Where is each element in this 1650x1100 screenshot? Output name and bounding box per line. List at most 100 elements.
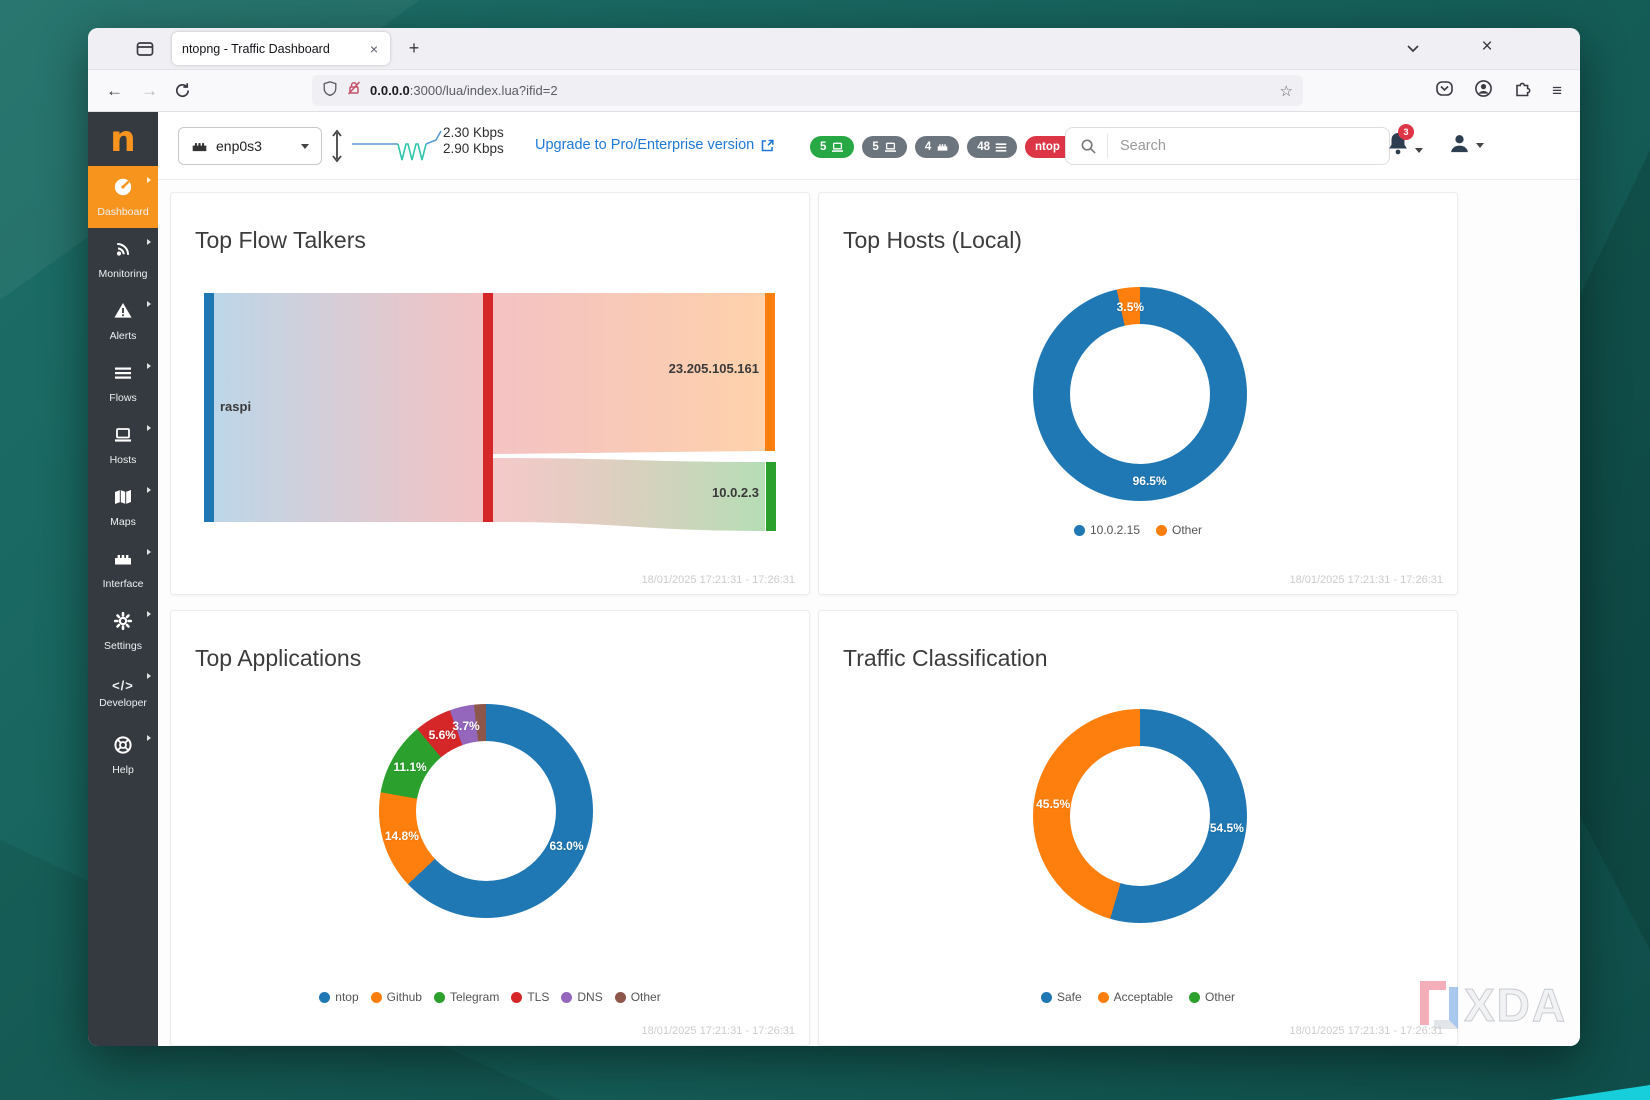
legend-item[interactable]: 10.0.2.15: [1073, 523, 1140, 537]
desktop-accent: [1550, 1085, 1650, 1100]
chevron-right-icon: [147, 239, 151, 245]
browser-window: ntopng - Traffic Dashboard × + × ← → 0.0…: [88, 28, 1580, 1046]
sidebar-item-settings[interactable]: Settings: [88, 600, 158, 662]
ntop-logo[interactable]: n: [110, 118, 136, 160]
search-box[interactable]: [1065, 127, 1390, 165]
card-title: Top Flow Talkers: [195, 227, 366, 253]
interface-ethernet-icon: [113, 549, 133, 574]
sankey-node-target1[interactable]: [765, 293, 775, 451]
sidebar-item-label: Hosts: [109, 453, 137, 466]
bell-icon: 3: [1386, 124, 1414, 161]
flows-count-badge[interactable]: 48: [967, 136, 1018, 158]
legend-item[interactable]: Telegram: [433, 990, 500, 1004]
extensions-icon[interactable]: [1513, 79, 1532, 103]
insecure-lock-icon[interactable]: [346, 80, 362, 101]
sidebar-item-hosts[interactable]: Hosts: [88, 414, 158, 476]
sidebar-item-flows[interactable]: Flows: [88, 352, 158, 414]
legend-item[interactable]: Other: [614, 990, 661, 1004]
top-applications-donut-chart[interactable]: 63.0% 14.8% 11.1% 5.6% 3.7%: [379, 704, 593, 918]
search-icon: [1081, 139, 1096, 154]
sidebar-item-label: Dashboard: [97, 205, 149, 218]
chart-legend: ntop Github Telegram TLS DNS Other: [171, 990, 809, 1004]
sankey-link-source-center[interactable]: [214, 293, 483, 522]
card-title: Top Hosts (Local): [843, 227, 1022, 253]
legend-item[interactable]: DNS: [561, 990, 603, 1004]
legend-item[interactable]: Safe: [1040, 990, 1082, 1004]
rate-down: 2.90 Kbps: [443, 141, 504, 156]
hosts-badge[interactable]: 5: [862, 136, 907, 158]
tracking-shield-icon[interactable]: [322, 80, 338, 102]
upgrade-link[interactable]: Upgrade to Pro/Enterprise version: [535, 137, 775, 153]
sankey-node-center[interactable]: [483, 293, 493, 522]
legend-dot: [1073, 524, 1085, 536]
notifications-button[interactable]: 3: [1386, 124, 1423, 161]
legend-dot: [1189, 991, 1201, 1003]
chevron-right-icon: [147, 177, 151, 183]
browser-tab[interactable]: ntopng - Traffic Dashboard ×: [172, 32, 390, 65]
legend-dot: [1097, 991, 1109, 1003]
menu-icon[interactable]: ≡: [1552, 81, 1562, 100]
sidebar-item-alerts[interactable]: Alerts: [88, 290, 158, 352]
sidebar-item-maps[interactable]: Maps: [88, 476, 158, 538]
sankey-node-target2[interactable]: [766, 462, 776, 531]
sidebar-item-dashboard[interactable]: Dashboard: [88, 166, 158, 228]
sankey-link-center-target2[interactable]: [493, 458, 765, 531]
sankey-chart[interactable]: raspi 23.205.105.161 10.0.2.3: [196, 293, 791, 535]
slice-label: 3.7%: [452, 718, 480, 733]
top-hosts-donut-chart[interactable]: 96.5% 3.5%: [1033, 287, 1247, 501]
legend-dot: [1040, 991, 1052, 1003]
bookmark-star-icon[interactable]: ☆: [1279, 82, 1293, 100]
sankey-link-center-target1[interactable]: [493, 293, 765, 454]
developer-code-icon: </>: [112, 677, 134, 693]
laptop-icon: [884, 142, 896, 152]
reload-button[interactable]: [174, 82, 191, 99]
firefox-view-icon[interactable]: [132, 36, 158, 62]
traffic-classification-donut-chart[interactable]: 54.5% 45.5%: [1033, 709, 1247, 923]
sidebar-item-developer[interactable]: </> Developer: [88, 662, 158, 724]
interface-icon: [937, 144, 948, 151]
address-bar[interactable]: 0.0.0.0:3000/lua/index.lua?ifid=2 ☆: [312, 75, 1303, 106]
forward-button: →: [141, 80, 158, 100]
flows-list-icon: [113, 363, 133, 388]
pocket-icon[interactable]: [1435, 79, 1454, 103]
interface-selector[interactable]: enp0s3: [178, 127, 322, 165]
legend-item[interactable]: Other: [1156, 523, 1202, 537]
list-tabs-chevron-icon[interactable]: [1406, 40, 1420, 58]
sankey-label-target1: 23.205.105.161: [669, 361, 759, 376]
back-button[interactable]: ←: [106, 80, 123, 100]
sidebar-item-label: Flows: [109, 391, 137, 404]
chart-timestamp: 18/01/2025 17:21:31 - 17:26:31: [641, 574, 795, 586]
tab-close-icon[interactable]: ×: [369, 40, 378, 57]
sidebar-item-help[interactable]: Help: [88, 724, 158, 786]
legend-item[interactable]: Acceptable: [1097, 990, 1173, 1004]
sankey-node-source[interactable]: [204, 293, 214, 522]
user-menu-button[interactable]: [1448, 132, 1484, 155]
account-icon[interactable]: [1474, 79, 1493, 103]
sidebar-item-monitoring[interactable]: Monitoring: [88, 228, 158, 290]
chart-timestamp: 18/01/2025 17:21:31 - 17:26:31: [1289, 574, 1443, 586]
legend-item[interactable]: TLS: [511, 990, 549, 1004]
search-input[interactable]: [1120, 138, 1350, 154]
legend-label: Other: [1205, 990, 1236, 1004]
sidebar-item-label: Interface: [102, 577, 144, 590]
card-top-flow-talkers: Top Flow Talkers raspi 23.205.105: [170, 192, 810, 595]
new-tab-button[interactable]: +: [408, 38, 420, 58]
legend-item[interactable]: Other: [1189, 990, 1235, 1004]
chevron-right-icon: [147, 549, 151, 555]
legend-item[interactable]: Github: [370, 990, 422, 1004]
window-close-button[interactable]: ×: [1481, 36, 1493, 57]
legend-item[interactable]: ntop: [319, 990, 359, 1004]
card-title: Top Applications: [195, 645, 362, 671]
legend-label: Telegram: [449, 990, 500, 1004]
legend-dot: [511, 991, 523, 1003]
sidebar-item-interface[interactable]: Interface: [88, 538, 158, 600]
url-host: 0.0.0.0: [370, 83, 410, 98]
slice-label: 63.0%: [549, 838, 584, 853]
interfaces-badge[interactable]: 4: [914, 136, 960, 158]
sidebar-item-label: Developer: [99, 696, 147, 709]
slice-label: 54.5%: [1209, 821, 1244, 836]
throughput-rates: 2.30 Kbps 2.90 Kbps: [443, 125, 504, 157]
alert-triangle-icon: [113, 301, 133, 326]
devices-badge[interactable]: 5: [810, 136, 855, 158]
chevron-down-icon: [1415, 148, 1423, 153]
